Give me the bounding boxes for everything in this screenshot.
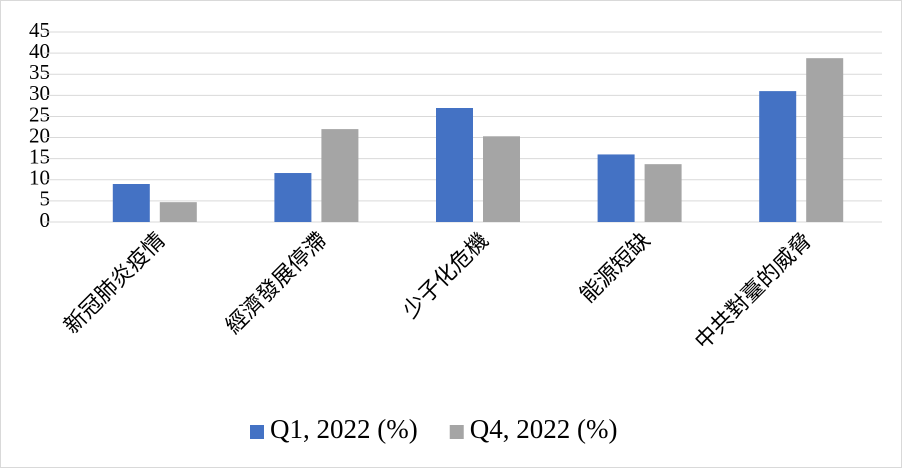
y-tick-label: 15 [29,144,50,168]
legend-label: Q1, 2022 (%) [270,414,418,444]
y-tick-label: 35 [29,60,50,84]
legend-label: Q4, 2022 (%) [470,414,618,444]
y-tick-label: 20 [29,123,50,147]
bar [436,108,473,222]
bar [321,129,359,222]
y-tick-label: 10 [29,166,50,190]
bar [159,202,197,222]
bar [806,58,844,222]
bar [112,184,150,222]
bar [644,164,682,222]
bar [759,91,797,222]
y-tick-label: 0 [40,208,51,232]
legend-swatch [449,425,464,439]
legend-swatch [250,425,264,439]
y-tick-label: 5 [40,187,51,211]
bar [597,154,635,222]
y-tick-label: 25 [29,102,50,126]
bar [483,136,520,222]
y-tick-label: 30 [29,81,50,105]
bar [274,173,312,222]
y-tick-label: 40 [29,39,50,63]
y-tick-label: 45 [29,18,50,42]
